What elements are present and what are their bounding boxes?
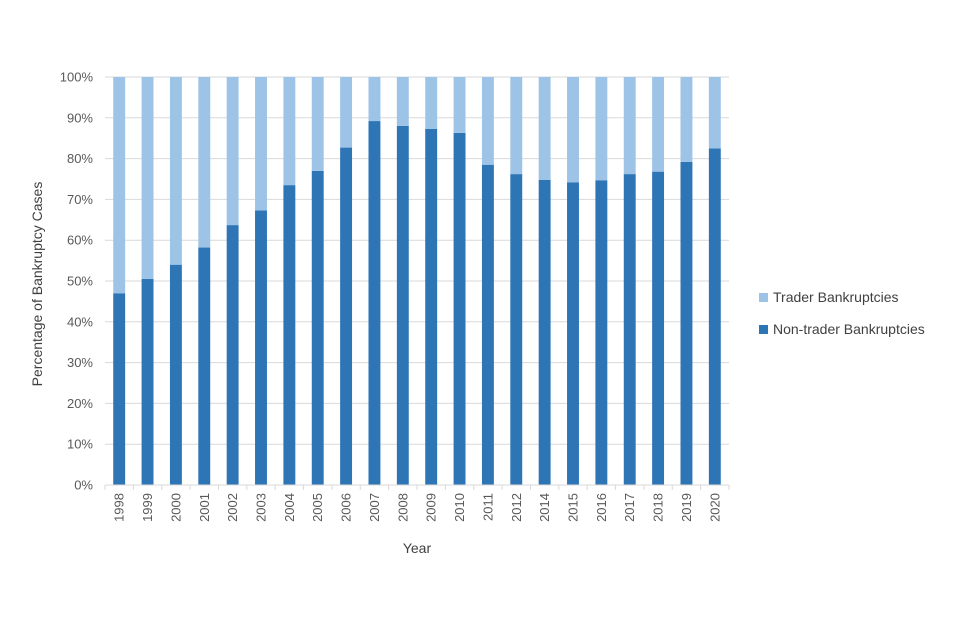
bar-non-trader-bankruptcies-2010 xyxy=(453,132,466,485)
bar-non-trader-bankruptcies-2017 xyxy=(623,174,636,485)
legend: Trader Bankruptcies Non-trader Bankruptci… xyxy=(759,289,925,337)
y-tick-label: 40% xyxy=(67,314,93,329)
legend-label-trader-bankruptcies: Trader Bankruptcies xyxy=(773,289,899,305)
bar-non-trader-bankruptcies-1998 xyxy=(113,293,126,485)
bar-trader-bankruptcies-2008 xyxy=(396,77,409,126)
x-tick-label: 2019 xyxy=(679,493,694,522)
x-tick-label: 2010 xyxy=(452,493,467,522)
legend-swatch-non-trader-bankruptcies xyxy=(759,325,768,334)
x-tick-label: 2004 xyxy=(282,493,297,522)
bar-non-trader-bankruptcies-2020 xyxy=(708,148,721,485)
bar-trader-bankruptcies-2018 xyxy=(652,77,665,172)
bar-trader-bankruptcies-2015 xyxy=(567,77,579,183)
bar-non-trader-bankruptcies-2019 xyxy=(680,161,693,485)
x-tick-label: 2008 xyxy=(395,493,410,522)
x-tick-label: 2012 xyxy=(509,493,524,522)
x-tick-label: 2005 xyxy=(310,493,325,522)
x-tick-label: 2020 xyxy=(707,493,722,522)
bar-non-trader-bankruptcies-2006 xyxy=(340,147,353,486)
x-tick-label: 2009 xyxy=(424,493,439,522)
bar-trader-bankruptcies-2002 xyxy=(226,77,239,226)
bars xyxy=(113,77,721,486)
bar-trader-bankruptcies-2005 xyxy=(311,77,324,171)
x-tick-label: 2006 xyxy=(339,493,354,522)
y-tick-label: 60% xyxy=(67,233,93,248)
bar-trader-bankruptcies-2017 xyxy=(623,77,636,175)
bar-non-trader-bankruptcies-1999 xyxy=(141,278,154,485)
bar-trader-bankruptcies-2004 xyxy=(283,77,296,186)
bar-trader-bankruptcies-2012 xyxy=(510,77,523,175)
y-tick-label: 80% xyxy=(67,151,93,166)
y-axis-title: Percentage of Bankruptcy Cases xyxy=(29,182,45,387)
axes xyxy=(104,484,730,490)
x-tick-label: 2018 xyxy=(651,493,666,522)
bar-non-trader-bankruptcies-2004 xyxy=(283,185,296,485)
y-tick-labels: 0% 10% 20% 30% 40% 50% 60% 70% 80% 90% 100% xyxy=(60,70,94,493)
bar-non-trader-bankruptcies-2003 xyxy=(255,210,267,485)
x-tick-label: 2017 xyxy=(622,493,637,522)
bar-trader-bankruptcies-1998 xyxy=(113,77,126,294)
bar-trader-bankruptcies-1999 xyxy=(141,77,154,279)
legend-label-non-trader-bankruptcies: Non-trader Bankruptcies xyxy=(773,321,925,337)
y-tick-label: 20% xyxy=(67,396,93,411)
bar-non-trader-bankruptcies-2012 xyxy=(510,174,523,485)
bar-trader-bankruptcies-2001 xyxy=(198,77,211,248)
bar-non-trader-bankruptcies-2018 xyxy=(652,171,665,485)
x-tick-label: 1999 xyxy=(140,493,155,522)
bar-non-trader-bankruptcies-2007 xyxy=(368,121,381,486)
x-tick-label: 2007 xyxy=(367,493,382,522)
x-tick-label: 2016 xyxy=(594,493,609,522)
x-tick-label: 2001 xyxy=(197,493,212,522)
bar-non-trader-bankruptcies-2005 xyxy=(311,170,324,485)
bar-trader-bankruptcies-2006 xyxy=(340,77,353,148)
x-tick-label: 2014 xyxy=(537,493,552,522)
y-tick-label: 30% xyxy=(67,355,93,370)
bar-non-trader-bankruptcies-2002 xyxy=(226,225,239,485)
y-tick-label: 100% xyxy=(60,70,94,85)
y-tick-label: 0% xyxy=(74,478,93,493)
bar-trader-bankruptcies-2019 xyxy=(680,77,693,162)
legend-swatch-trader-bankruptcies xyxy=(759,293,768,302)
bar-trader-bankruptcies-2000 xyxy=(169,77,182,265)
bar-trader-bankruptcies-2003 xyxy=(255,77,267,211)
x-axis-title: Year xyxy=(403,540,432,556)
y-tick-label: 50% xyxy=(67,274,93,289)
bar-trader-bankruptcies-2016 xyxy=(595,77,608,181)
bar-trader-bankruptcies-2014 xyxy=(538,77,551,180)
y-tick-label: 10% xyxy=(67,437,93,452)
bar-trader-bankruptcies-2010 xyxy=(453,77,466,133)
bar-non-trader-bankruptcies-2011 xyxy=(481,164,494,485)
y-tick-label: 70% xyxy=(67,192,93,207)
x-tick-label: 2003 xyxy=(254,493,269,522)
bar-trader-bankruptcies-2007 xyxy=(368,77,381,122)
bar-non-trader-bankruptcies-2014 xyxy=(538,179,551,486)
bar-non-trader-bankruptcies-2008 xyxy=(396,125,409,486)
bar-trader-bankruptcies-2011 xyxy=(481,77,494,165)
x-tick-label: 2000 xyxy=(168,493,183,522)
x-tick-label: 2015 xyxy=(566,493,581,522)
bar-non-trader-bankruptcies-2016 xyxy=(595,180,608,485)
bar-non-trader-bankruptcies-2001 xyxy=(198,247,211,485)
bar-trader-bankruptcies-2009 xyxy=(425,77,438,129)
bar-trader-bankruptcies-2020 xyxy=(708,77,721,149)
x-tick-label: 1998 xyxy=(112,493,127,522)
x-tick-labels: 1998 1999 2000 2001 2002 2003 2004 2005 2006 2007… xyxy=(112,493,723,522)
bar-non-trader-bankruptcies-2009 xyxy=(425,128,438,486)
x-tick-label: 2002 xyxy=(225,493,240,522)
bar-non-trader-bankruptcies-2000 xyxy=(169,264,182,485)
x-tick-label: 2011 xyxy=(480,493,495,521)
y-tick-label: 90% xyxy=(67,110,93,125)
bar-non-trader-bankruptcies-2015 xyxy=(567,182,579,485)
